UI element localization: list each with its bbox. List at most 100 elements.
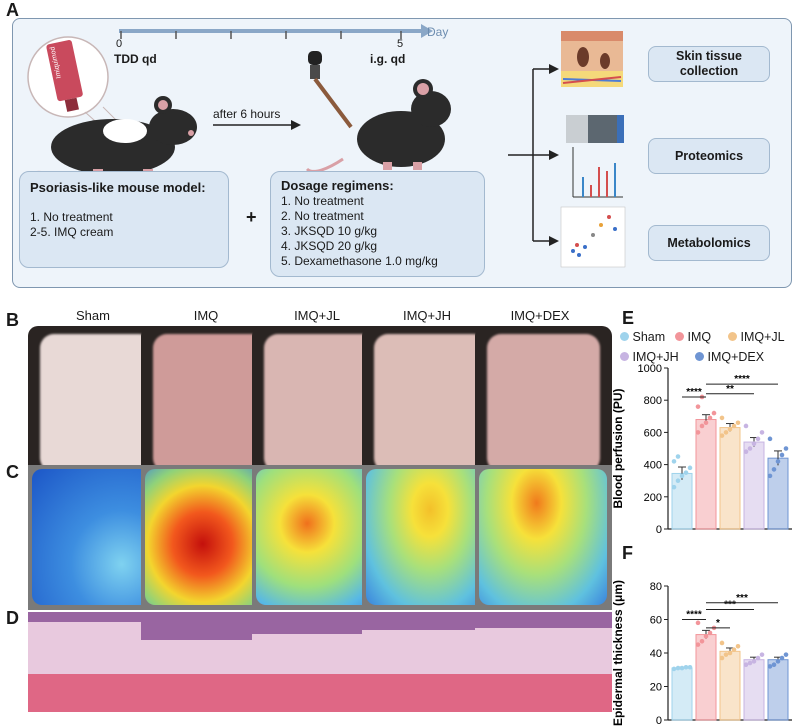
legend-item-dex: IMQ+DEX <box>695 350 764 364</box>
bar-imq-jl <box>719 427 741 530</box>
data-point <box>683 470 689 475</box>
group-title-imq: IMQ <box>193 308 219 323</box>
model-box: Psoriasis-like mouse model: 1. No treatm… <box>19 171 229 268</box>
significance-label: * <box>716 618 720 629</box>
data-point <box>723 430 729 435</box>
data-point <box>699 638 705 644</box>
method-skin-tissue: Skin tissue collection <box>648 46 770 82</box>
skin-photo-imq-dex <box>475 326 612 476</box>
ig-label: i.g. qd <box>370 52 406 66</box>
data-point <box>779 452 785 458</box>
data-point <box>735 644 741 649</box>
data-point <box>767 436 773 442</box>
data-point <box>719 415 725 421</box>
significance-label: **** <box>734 374 750 385</box>
dosage-box-title: Dosage regimens: <box>281 178 394 193</box>
y-tick-label: 600 <box>644 427 662 439</box>
dropper-icon <box>308 51 353 129</box>
data-point <box>759 430 765 435</box>
dosage-item: 2. No treatment <box>281 209 364 223</box>
data-point <box>747 446 753 451</box>
data-point <box>683 664 689 670</box>
dermis-layer <box>475 628 612 674</box>
panel-letter-f: F <box>622 543 633 563</box>
significance-label: *** <box>736 593 748 604</box>
skin-patch <box>153 334 266 472</box>
model-item: 2-5. IMQ cream <box>30 225 114 239</box>
legend: Sham IMQ IMQ+JL IMQ+JH IMQ+DEX <box>620 330 800 368</box>
data-point <box>695 430 701 435</box>
y-tick-label: 40 <box>650 648 662 660</box>
perfusion-map <box>366 469 494 605</box>
data-point <box>755 655 761 661</box>
schematic-panel: 0 5 Day Imiquimod TDD qd i.g. qd after 6… <box>12 18 792 288</box>
y-tick-label: 0 <box>656 524 662 536</box>
timeline-end: 5 <box>397 38 404 50</box>
data-point <box>751 659 757 664</box>
data-point <box>783 652 789 657</box>
y-tick-label: 1000 <box>638 364 662 375</box>
data-point <box>731 423 737 429</box>
bar-imq-jl <box>719 650 741 721</box>
data-point <box>671 666 677 672</box>
data-point <box>719 433 725 438</box>
data-point <box>735 420 741 426</box>
y-axis-label: Epidermal thickness (μm) <box>611 580 625 726</box>
data-point <box>703 633 709 639</box>
schematic-art <box>23 24 626 268</box>
timeline-start: 0 <box>116 38 123 50</box>
y-tick-label: 400 <box>644 460 662 472</box>
data-point <box>711 410 717 416</box>
significance-label: ** <box>726 384 734 395</box>
muscle-layer <box>475 674 612 712</box>
legend-label: IMQ <box>687 330 712 344</box>
significance-label: **** <box>686 387 702 398</box>
data-point <box>767 664 773 669</box>
data-point <box>719 655 725 661</box>
bar-imq-dex <box>767 457 789 530</box>
bar-sham <box>671 472 693 530</box>
bar-sham <box>671 667 693 721</box>
epidermis-layer <box>252 612 389 634</box>
dosage-item: 1. No treatment <box>281 194 364 208</box>
perfusion-image-imq-dex <box>475 465 612 610</box>
after-hours-label: after 6 hours <box>213 107 281 121</box>
dosage-box: Dosage regimens: 1. No treatment 2. No t… <box>270 171 485 277</box>
perfusion-map <box>145 469 273 605</box>
data-point <box>679 665 685 671</box>
skin-tissue-icon <box>561 31 623 87</box>
timeline-unit: Day <box>427 25 449 39</box>
data-point <box>743 449 749 455</box>
bar-imq <box>695 634 717 721</box>
legend-label: IMQ+JL <box>740 330 785 344</box>
data-point <box>747 660 753 666</box>
data-point <box>783 446 789 451</box>
bar-imq-jh <box>743 441 765 530</box>
skin-photo-sham <box>28 326 165 476</box>
data-point <box>699 423 705 429</box>
model-item: 1. No treatment <box>30 210 113 224</box>
mouse-dark-icon <box>305 79 451 173</box>
y-tick-label: 800 <box>644 395 662 407</box>
data-point <box>727 650 733 656</box>
timeline-ticks <box>120 31 402 39</box>
group-title-sham: Sham <box>76 308 110 323</box>
data-point <box>779 655 785 661</box>
metabolomics-plot-icon <box>560 206 626 268</box>
data-point <box>695 620 701 626</box>
data-point <box>707 630 713 636</box>
data-point <box>731 647 737 652</box>
epidermis-layer <box>362 612 499 630</box>
significance-label: **** <box>686 610 702 621</box>
bar-imq <box>695 419 717 530</box>
model-box-title: Psoriasis-like mouse model: <box>30 180 206 195</box>
data-point <box>771 662 777 668</box>
dosage-item: 3. JKSQD 10 g/kg <box>281 224 378 238</box>
skin-patch <box>264 334 377 472</box>
data-point <box>687 664 693 670</box>
dosage-item: 5. Dexamethasone 1.0 mg/kg <box>281 254 438 268</box>
panel-letter-e: E <box>622 308 635 328</box>
perfusion-map <box>479 469 607 605</box>
group-title-imq-dex: IMQ+DEX <box>510 308 570 323</box>
timeline-arrowhead <box>421 24 433 38</box>
